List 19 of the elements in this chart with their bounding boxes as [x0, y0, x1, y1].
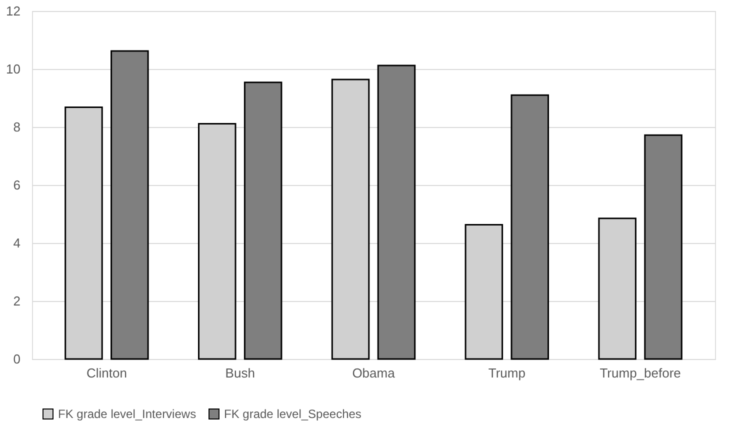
x-tick-label: Bush: [225, 366, 255, 380]
x-tick-label: Clinton: [86, 366, 127, 380]
y-tick-label: 0: [13, 352, 20, 366]
x-tick-label: Trump_before: [600, 366, 681, 380]
bar: [644, 134, 682, 360]
x-tick-label: Trump: [488, 366, 526, 380]
y-tick-label: 10: [6, 62, 20, 76]
bar: [510, 94, 549, 360]
y-tick-label: 6: [13, 178, 20, 192]
y-tick-label: 2: [13, 294, 20, 308]
legend-label: FK grade level_Speeches: [224, 407, 362, 421]
legend-label: FK grade level_Interviews: [58, 407, 196, 421]
x-tick-label: Obama: [352, 366, 396, 380]
y-tick-label: 4: [13, 236, 20, 250]
bar: [244, 82, 282, 360]
y-tick-label: 12: [6, 4, 20, 18]
bar: [377, 64, 416, 360]
y-tick-label: 8: [13, 120, 20, 134]
bar: [110, 50, 149, 360]
